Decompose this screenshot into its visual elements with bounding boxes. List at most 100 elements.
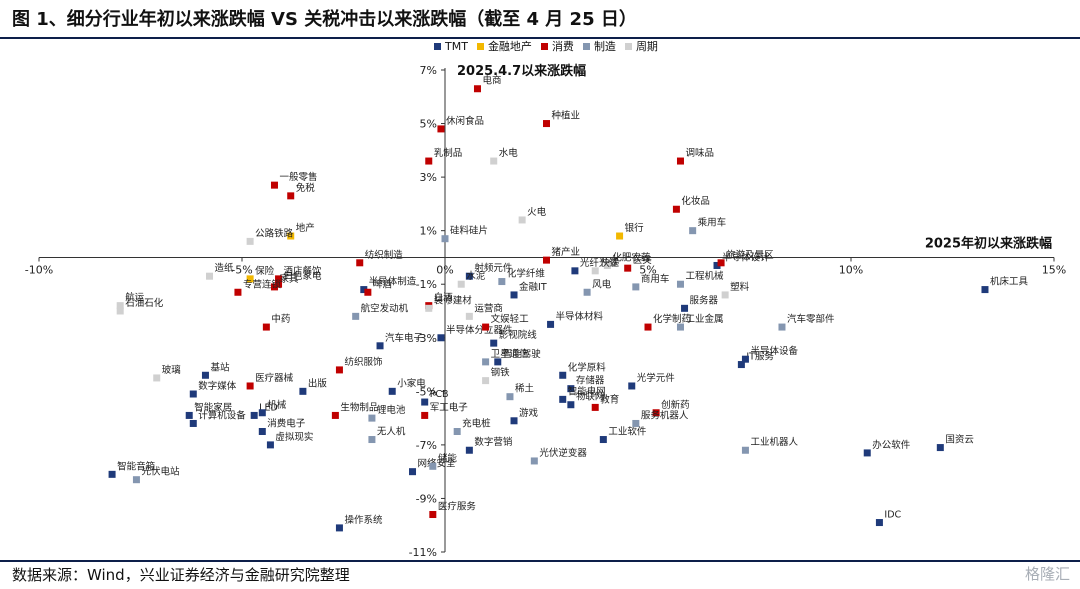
point-label: 白酒 [434,292,454,304]
data-point [246,382,254,390]
data-point [506,393,514,401]
point-label: 半导体设备 [750,345,798,357]
data-point [258,409,266,417]
point-label: 医美 [633,254,653,266]
data-point [116,302,124,310]
point-label: 半导体设计 [722,251,770,263]
data-point [518,216,526,224]
point-label: 纺织服饰 [344,356,382,368]
data-point [421,398,429,406]
legend-swatch [476,42,484,50]
point-label: 充电桩 [462,418,491,430]
data-point [189,390,197,398]
point-label: 服务器 [690,294,719,306]
point-label: 装修建材 [434,294,473,306]
point-label: 硅料硅片 [450,225,488,237]
source-note: 数据来源：Wind，兴业证券经济与金融研究院整理 [12,566,350,584]
data-point [741,355,749,363]
point-label: 游戏 [519,407,539,419]
point-label: 水电 [499,147,519,159]
data-point [441,235,449,243]
point-label: 旅游及景区 [726,249,774,261]
legend-item-finance: 金融地产 [476,38,532,54]
data-point [352,312,360,320]
point-label: 工程机械 [685,270,724,282]
point-label: 火电 [527,206,547,218]
legend-label: 消费 [551,40,574,53]
y-tick-label: -3% [416,332,437,345]
legend-item-tmt: TMT [434,40,468,53]
data-point [676,323,684,331]
point-label: 半导体分立器件 [446,324,513,336]
data-point [616,232,624,240]
point-label: 快递 [600,257,620,269]
y-tick-label: 7% [420,64,437,77]
y-tick-label: 5% [420,118,437,131]
data-point [510,417,518,425]
point-label: 数字媒体 [198,380,237,392]
data-point [644,323,652,331]
legend-label: 金融地产 [487,40,532,53]
point-label: 工业软件 [608,426,647,438]
data-point [482,358,490,366]
point-label: LED [259,402,278,413]
data-point [530,457,538,465]
point-label: 操作系统 [344,514,383,526]
data-point [681,304,689,312]
point-label: 休闲食品 [446,115,484,127]
data-point [457,280,465,288]
data-point [490,157,498,165]
point-label: 光伏电站 [141,466,180,478]
x-axis-title: 2025年初以来涨跌幅 [925,235,1052,251]
point-label: 水泥 [466,270,486,282]
point-label: 数字营销 [474,436,513,448]
point-label: IT服务 [746,351,774,363]
data-point [737,361,745,369]
point-label: 一般零售 [279,171,317,183]
point-label: 计算机设备 [198,409,246,421]
point-label: 家具 [279,273,299,285]
point-label: 射频元件 [474,262,513,274]
data-point [591,403,599,411]
point-label: 小家电 [397,377,426,389]
data-point [632,283,640,291]
legend-swatch [540,42,548,50]
data-point [425,304,433,312]
point-label: 网络安全 [418,458,457,470]
data-point [335,524,343,532]
legend-swatch [434,42,441,50]
data-point [778,323,786,331]
point-label: 石油石化 [125,297,164,309]
point-label: 免税 [296,182,316,194]
data-point [368,414,376,422]
point-label: 智能音箱 [117,460,155,472]
point-label: 运营商 [474,302,503,314]
point-label: 卫星通信 [491,348,529,360]
point-label: 办公软件 [872,439,911,451]
point-label: 化学制药 [653,313,691,325]
data-point [571,267,579,275]
point-label: 化学原料 [568,361,607,373]
data-point [567,401,575,409]
point-label: 半导体制造 [369,276,417,288]
point-label: 服务机器人 [641,409,689,421]
point-label: 电商 [482,75,501,87]
point-label: 智能电网 [568,385,606,397]
data-point [599,436,607,444]
point-label: 玻璃 [162,364,181,376]
point-label: IDC [884,510,901,521]
point-label: 工业机器人 [750,436,798,448]
data-point [116,307,124,315]
data-point [591,267,599,275]
data-point [624,264,632,272]
data-point [465,272,473,280]
point-label: 生物制品 [340,401,378,413]
point-label: 基站 [210,361,230,373]
data-point [266,441,274,449]
point-label: 存储器 [576,375,605,387]
y-tick-label: -5% [416,385,437,398]
y-tick-label: 1% [420,225,437,238]
footer-rule [0,560,1080,562]
legend-label: 制造 [593,40,616,53]
data-point [676,280,684,288]
